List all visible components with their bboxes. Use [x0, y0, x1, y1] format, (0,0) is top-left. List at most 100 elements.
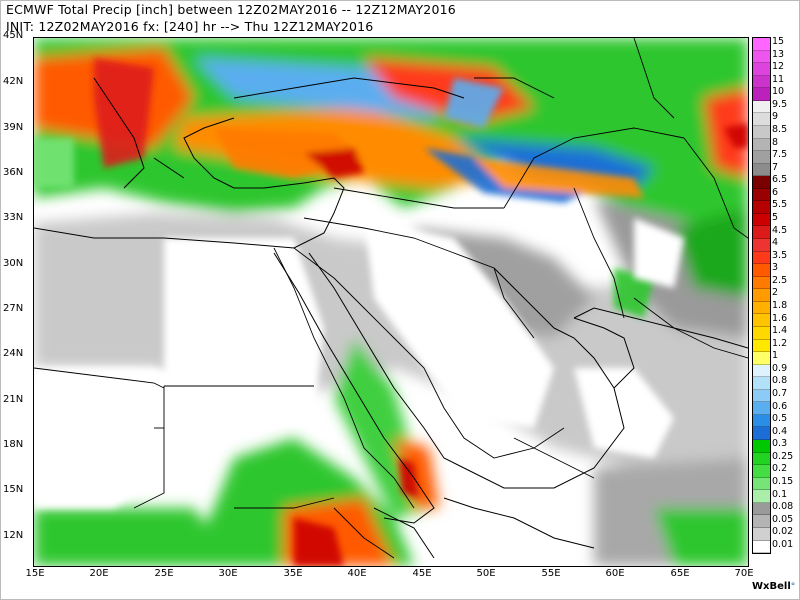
brand-mark: ° [790, 582, 796, 592]
colorbar-cell [753, 301, 770, 315]
colorbar-cell [753, 527, 770, 541]
colorbar-label: 0.01 [772, 538, 794, 550]
lat-label: 33N [3, 212, 24, 223]
colorbar-cell [753, 364, 770, 378]
colorbar-label: 10 [772, 86, 785, 98]
map-canvas [34, 38, 748, 566]
colorbar-label: 5 [772, 211, 779, 223]
colorbar-cell [753, 226, 770, 239]
colorbar-label: 12 [772, 61, 785, 73]
colorbar-cell [753, 100, 770, 114]
colorbar-cell [753, 188, 770, 202]
colorbar-cell [753, 389, 770, 403]
lon-label: 50E [476, 568, 496, 579]
lat-label: 30N [3, 258, 24, 269]
wxbell-logo: WxBell° [752, 581, 795, 592]
colorbar-label: 0.8 [772, 375, 788, 387]
lat-label: 42N [3, 76, 24, 87]
colorbar-label: 3.5 [772, 249, 788, 261]
colorbar-label: 0.02 [772, 526, 794, 538]
colorbar-label: 0.1 [772, 488, 788, 500]
lon-label: 70E [734, 568, 754, 579]
colorbar-label: 4.5 [772, 224, 788, 236]
colorbar-cell [753, 239, 770, 252]
colorbar-cell [753, 414, 770, 428]
colorbar-cell [753, 352, 770, 365]
lon-label: 45E [412, 568, 432, 579]
colorbar-cell [753, 125, 770, 139]
colorbar-cell [753, 113, 770, 126]
lat-label: 24N [3, 348, 24, 359]
colorbar-label: 13 [772, 48, 785, 60]
colorbar-cell [753, 490, 770, 503]
colorbar-cell [753, 540, 770, 554]
lat-label: 39N [3, 122, 24, 133]
lon-label: 30E [218, 568, 238, 579]
colorbar-label: 8.5 [772, 123, 788, 135]
precip-map [33, 37, 749, 567]
colorbar-label: 3 [772, 262, 779, 274]
colorbar-cell [753, 63, 770, 76]
brand-name: WxBell [752, 581, 791, 592]
colorbar-cell [753, 251, 770, 265]
colorbar-cell [753, 440, 770, 453]
colorbar-label: 4 [772, 237, 779, 249]
colorbar-cell [753, 402, 770, 415]
colorbar-cell [753, 88, 770, 101]
colorbar-cell [753, 201, 770, 214]
colorbar-label: 9.5 [772, 98, 788, 110]
colorbar-label: 5.5 [772, 199, 788, 211]
colorbar-cell [753, 314, 770, 327]
lon-label: 20E [89, 568, 109, 579]
colorbar-cell [753, 427, 770, 440]
colorbar-label: 1.4 [772, 325, 788, 337]
colorbar-cell [753, 75, 770, 89]
colorbar-label: 0.9 [772, 362, 788, 374]
colorbar-cell [753, 38, 770, 51]
chart-title: ECMWF Total Precip [inch] between 12Z02M… [6, 2, 456, 17]
colorbar-label: 0.15 [772, 475, 794, 487]
colorbar-cell [753, 138, 770, 152]
colorbar-label: 1 [772, 350, 779, 362]
colorbar-label: 1.2 [772, 337, 788, 349]
chart-subtitle: INIT: 12Z02MAY2016 fx: [240] hr --> Thu … [6, 19, 374, 34]
borders [34, 38, 748, 559]
colorbar-cell [753, 452, 770, 466]
colorbar-label: 1.8 [772, 299, 788, 311]
lon-label: 25E [154, 568, 174, 579]
coastlines [34, 77, 748, 559]
colorbar-cell [753, 163, 770, 177]
lat-label: 36N [3, 167, 24, 178]
lat-label: 27N [3, 303, 24, 314]
lon-label: 15E [25, 568, 45, 579]
colorbar-label: 0.3 [772, 438, 788, 450]
colorbar-cell [753, 502, 770, 516]
colorbar-label: 11 [772, 73, 785, 85]
lon-label: 35E [283, 568, 303, 579]
colorbar-label: 7 [772, 161, 779, 173]
colorbar-label: 0.4 [772, 425, 788, 437]
colorbar-cell [753, 477, 770, 491]
colorbar-label: 0.05 [772, 513, 794, 525]
colorbar-label: 6.5 [772, 174, 788, 186]
colorbar-label: 0.5 [772, 413, 788, 425]
colorbar-cell [753, 264, 770, 277]
colorbar-cell [753, 176, 770, 189]
colorbar-label: 9 [772, 111, 779, 123]
colorbar-label: 0.08 [772, 501, 794, 513]
lat-label: 12N [3, 530, 24, 541]
colorbar-cell [753, 50, 770, 64]
colorbar-label: 1.6 [772, 312, 788, 324]
colorbar-label: 8 [772, 136, 779, 148]
colorbar-cell [753, 276, 770, 290]
lon-label: 55E [541, 568, 561, 579]
colorbar-label: 0.25 [772, 450, 794, 462]
colorbar-cell [753, 377, 770, 390]
colorbar-cell [753, 326, 770, 340]
colorbar-cell [753, 213, 770, 227]
dry-areas [34, 218, 684, 508]
colorbar-label: 2.5 [772, 274, 788, 286]
colorbar-label: 2 [772, 287, 779, 299]
lat-label: 45N [3, 30, 24, 41]
colorbar-label: 0.7 [772, 387, 788, 399]
